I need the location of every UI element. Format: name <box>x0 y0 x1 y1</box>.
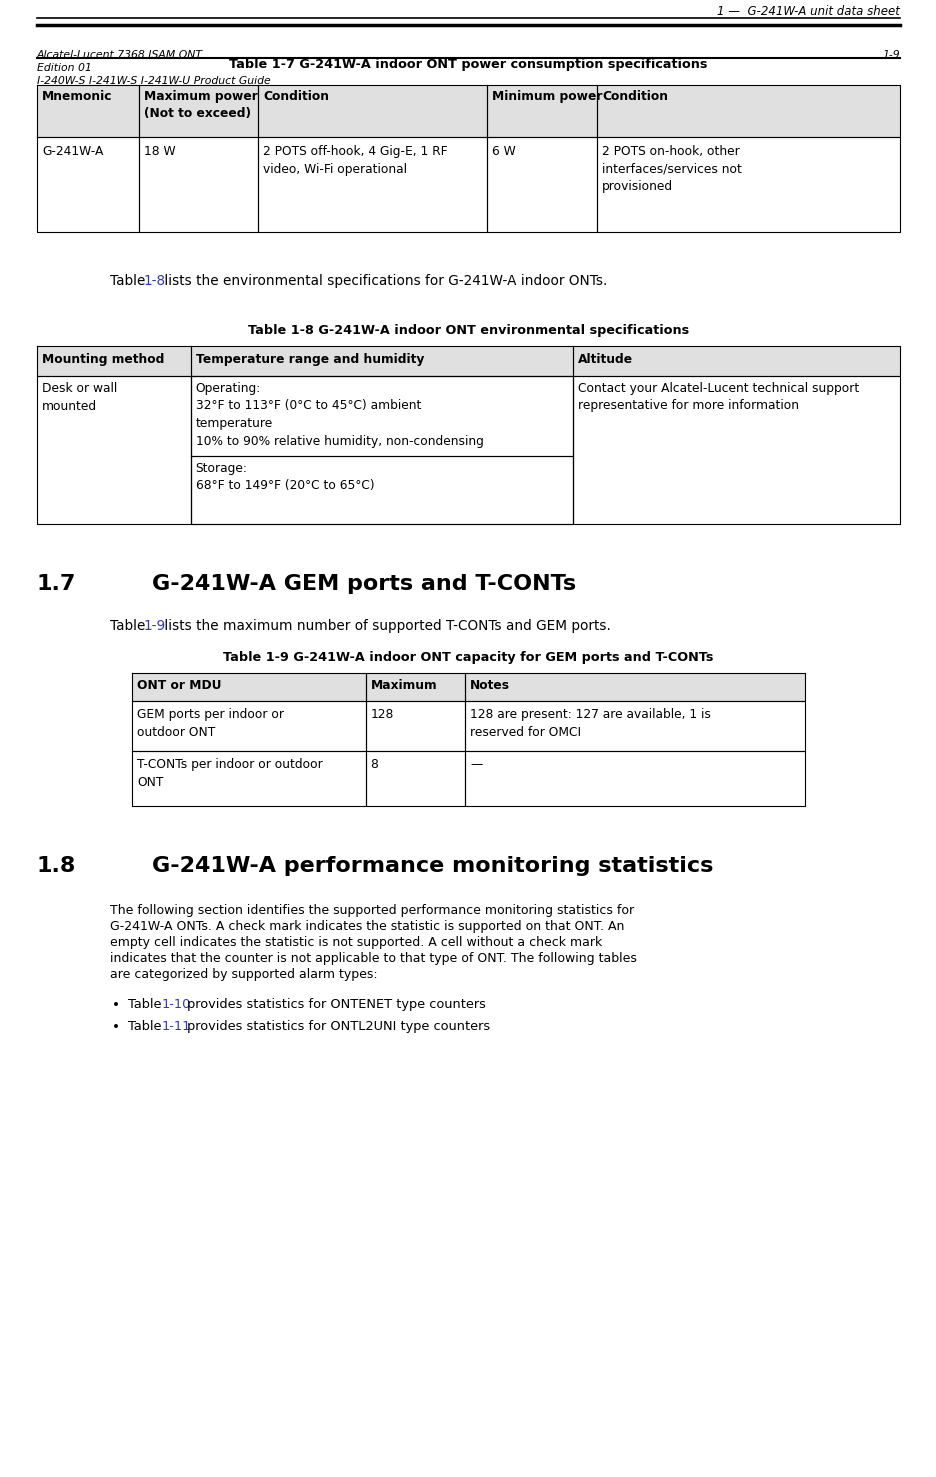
Bar <box>132 674 365 702</box>
Text: Alcatel-Lucent 7368 ISAM ONT: Alcatel-Lucent 7368 ISAM ONT <box>37 50 203 61</box>
Bar <box>596 86 899 137</box>
Text: Minimum power: Minimum power <box>491 90 602 103</box>
Text: 1-10: 1-10 <box>161 998 190 1010</box>
Bar <box>464 702 804 750</box>
Text: 18 W: 18 W <box>144 145 175 158</box>
Text: Storage:
68°F to 149°F (20°C to 65°C): Storage: 68°F to 149°F (20°C to 65°C) <box>196 462 373 492</box>
Bar <box>572 346 899 377</box>
Text: GEM ports per indoor or
outdoor ONT: GEM ports per indoor or outdoor ONT <box>137 707 284 738</box>
Text: Maximum: Maximum <box>370 679 437 693</box>
Text: 1.7: 1.7 <box>37 575 77 594</box>
Text: Desk or wall
mounted: Desk or wall mounted <box>42 383 117 412</box>
Bar <box>132 702 365 750</box>
Bar <box>190 456 572 524</box>
Bar <box>365 702 464 750</box>
Text: Operating:
32°F to 113°F (0°C to 45°C) ambient
temperature
10% to 90% relative h: Operating: 32°F to 113°F (0°C to 45°C) a… <box>196 383 483 448</box>
Text: —: — <box>470 758 482 771</box>
Text: Table: Table <box>128 998 166 1010</box>
Text: G-241W-A: G-241W-A <box>42 145 103 158</box>
Text: G-241W-A ONTs. A check mark indicates the statistic is supported on that ONT. An: G-241W-A ONTs. A check mark indicates th… <box>110 920 623 933</box>
Text: 2 POTS on-hook, other
interfaces/services not
provisioned: 2 POTS on-hook, other interfaces/service… <box>602 145 741 193</box>
Text: •: • <box>112 998 120 1012</box>
Text: Table 1-9 G-241W-A indoor ONT capacity for GEM ports and T-CONTs: Table 1-9 G-241W-A indoor ONT capacity f… <box>223 651 713 665</box>
Text: 1-9: 1-9 <box>882 50 899 61</box>
Text: 128 are present: 127 are available, 1 is
reserved for OMCI: 128 are present: 127 are available, 1 is… <box>470 707 710 738</box>
Text: 1-8: 1-8 <box>143 275 166 288</box>
Bar <box>139 86 257 137</box>
Bar <box>190 346 572 377</box>
Text: Mnemonic: Mnemonic <box>42 90 112 103</box>
Text: 128: 128 <box>370 707 393 721</box>
Text: indicates that the counter is not applicable to that type of ONT. The following : indicates that the counter is not applic… <box>110 953 636 964</box>
Text: 1-9: 1-9 <box>143 619 166 634</box>
Text: G-241W-A performance monitoring statistics: G-241W-A performance monitoring statisti… <box>152 857 712 876</box>
Bar <box>464 750 804 806</box>
Bar <box>37 377 190 524</box>
Text: lists the environmental specifications for G-241W-A indoor ONTs.: lists the environmental specifications f… <box>160 275 607 288</box>
Text: Temperature range and humidity: Temperature range and humidity <box>196 353 423 366</box>
Text: empty cell indicates the statistic is not supported. A cell without a check mark: empty cell indicates the statistic is no… <box>110 936 602 950</box>
Bar <box>596 137 899 232</box>
Bar <box>257 86 486 137</box>
Text: provides statistics for ONTL2UNI type counters: provides statistics for ONTL2UNI type co… <box>183 1021 490 1032</box>
Text: •: • <box>112 1021 120 1034</box>
Text: Contact your Alcatel-Lucent technical support
representative for more informatio: Contact your Alcatel-Lucent technical su… <box>578 383 858 412</box>
Text: Table: Table <box>110 619 150 634</box>
Bar <box>486 137 596 232</box>
Bar <box>139 137 257 232</box>
Text: G-241W-A GEM ports and T-CONTs: G-241W-A GEM ports and T-CONTs <box>152 575 576 594</box>
Text: Maximum power
(Not to exceed): Maximum power (Not to exceed) <box>144 90 257 121</box>
Text: 8: 8 <box>370 758 378 771</box>
Text: 2 POTS off-hook, 4 Gig-E, 1 RF
video, Wi-Fi operational: 2 POTS off-hook, 4 Gig-E, 1 RF video, Wi… <box>263 145 447 176</box>
Text: are categorized by supported alarm types:: are categorized by supported alarm types… <box>110 967 377 981</box>
Bar <box>486 86 596 137</box>
Text: The following section identifies the supported performance monitoring statistics: The following section identifies the sup… <box>110 904 634 917</box>
Bar <box>37 86 139 137</box>
Bar <box>190 377 572 456</box>
Text: 1-11: 1-11 <box>161 1021 190 1032</box>
Text: 6 W: 6 W <box>491 145 515 158</box>
Bar <box>365 674 464 702</box>
Text: Edition 01: Edition 01 <box>37 64 92 72</box>
Text: Mounting method: Mounting method <box>42 353 164 366</box>
Bar <box>464 674 804 702</box>
Text: I-240W-S I-241W-S I-241W-U Product Guide: I-240W-S I-241W-S I-241W-U Product Guide <box>37 75 271 86</box>
Text: Table: Table <box>110 275 150 288</box>
Bar <box>572 377 899 524</box>
Text: 1.8: 1.8 <box>37 857 77 876</box>
Text: lists the maximum number of supported T-CONTs and GEM ports.: lists the maximum number of supported T-… <box>160 619 610 634</box>
Text: provides statistics for ONTENET type counters: provides statistics for ONTENET type cou… <box>183 998 486 1010</box>
Text: Altitude: Altitude <box>578 353 633 366</box>
Text: Table 1-8 G-241W-A indoor ONT environmental specifications: Table 1-8 G-241W-A indoor ONT environmen… <box>248 323 688 337</box>
Bar <box>257 137 486 232</box>
Text: Condition: Condition <box>602 90 667 103</box>
Text: Condition: Condition <box>263 90 329 103</box>
Text: T-CONTs per indoor or outdoor
ONT: T-CONTs per indoor or outdoor ONT <box>137 758 322 789</box>
Text: Table 1-7 G-241W-A indoor ONT power consumption specifications: Table 1-7 G-241W-A indoor ONT power cons… <box>229 58 707 71</box>
Bar <box>37 346 190 377</box>
Bar <box>132 750 365 806</box>
Bar <box>365 750 464 806</box>
Bar <box>37 137 139 232</box>
Text: Table: Table <box>128 1021 166 1032</box>
Text: Notes: Notes <box>470 679 509 693</box>
Text: 1 —  G-241W-A unit data sheet: 1 — G-241W-A unit data sheet <box>716 4 899 18</box>
Text: ONT or MDU: ONT or MDU <box>137 679 221 693</box>
